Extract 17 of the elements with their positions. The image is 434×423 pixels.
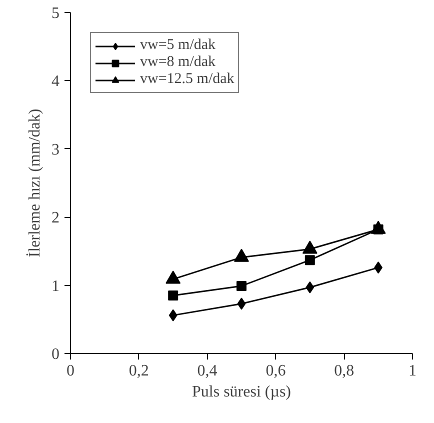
y-tick-label: 5 <box>52 5 60 22</box>
x-tick-label: 1 <box>408 362 416 380</box>
x-axis-title: Puls süresi (µs) <box>192 384 291 400</box>
legend-label: vw=12.5 m/dak <box>140 71 234 88</box>
x-tick-label: 0,4 <box>197 362 218 380</box>
x-tick-label: 0,8 <box>334 362 354 380</box>
y-tick-label: 2 <box>52 210 60 227</box>
y-tick-label: 1 <box>52 278 60 295</box>
x-tick-label: 0,6 <box>266 362 286 380</box>
y-tick-label: 3 <box>52 141 60 158</box>
y-axis-title: İlerleme hızı (mm/dak) <box>26 108 44 258</box>
legend-label: vw=5 m/dak <box>140 37 216 54</box>
y-tick-label: 0 <box>52 346 60 363</box>
legend-label: vw=8 m/dak <box>140 54 216 71</box>
x-tick-label: 0 <box>66 362 74 380</box>
x-tick-label: 0,2 <box>128 362 149 380</box>
y-tick-label: 4 <box>52 73 60 90</box>
